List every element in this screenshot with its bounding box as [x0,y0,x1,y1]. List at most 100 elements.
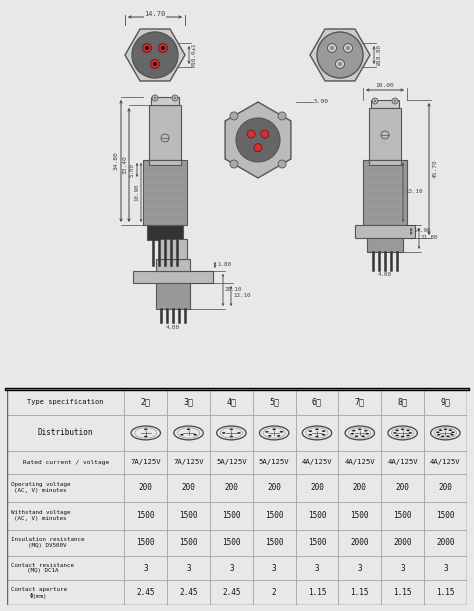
Circle shape [352,430,356,431]
Circle shape [143,43,152,53]
Text: 21.80: 21.80 [421,235,438,241]
Text: 5芯: 5芯 [269,397,279,406]
Circle shape [401,436,404,437]
Text: 5.00: 5.00 [130,163,135,177]
Circle shape [247,130,255,138]
Text: 3: 3 [443,563,448,573]
Text: 1500: 1500 [179,538,198,547]
Text: Insulation resistance
(MQ) DV500V: Insulation resistance (MQ) DV500V [11,538,84,548]
Bar [147,225,183,240]
Text: 2000: 2000 [393,538,412,547]
Circle shape [401,428,404,430]
Text: 4A/125V: 4A/125V [387,459,418,465]
Circle shape [330,46,334,50]
Circle shape [322,434,325,436]
Circle shape [144,436,147,437]
Circle shape [394,100,396,102]
Text: Withstand voltage
(AC, V) minutes: Withstand voltage (AC, V) minutes [11,510,70,521]
Circle shape [154,97,156,99]
Circle shape [361,436,365,437]
Bar [149,160,181,165]
Text: 20.10: 20.10 [225,287,243,293]
Text: 3芯: 3芯 [183,397,193,406]
Text: Contact resistance
(MQ) DC1A: Contact resistance (MQ) DC1A [11,563,74,573]
Text: 1500: 1500 [222,538,241,547]
Circle shape [309,430,312,432]
Circle shape [372,98,378,104]
Text: Ø18.80: Ø18.80 [377,45,382,65]
Circle shape [132,32,178,78]
Circle shape [151,59,159,68]
Text: 200: 200 [438,483,452,492]
Circle shape [152,95,158,101]
Text: 10.90: 10.90 [134,183,139,201]
Text: 200: 200 [353,483,367,492]
Text: 13.10: 13.10 [233,293,250,298]
Text: 8芯: 8芯 [398,397,408,406]
Circle shape [448,430,452,431]
Circle shape [451,431,455,433]
Text: 14.70: 14.70 [145,11,165,17]
Circle shape [278,112,286,120]
Circle shape [268,435,272,437]
Circle shape [145,46,149,50]
Text: 2000: 2000 [436,538,455,547]
Text: 3: 3 [186,563,191,573]
Text: 7A/125V: 7A/125V [130,459,161,465]
Text: 200: 200 [224,483,238,492]
Text: 33.40: 33.40 [122,156,128,174]
Text: 6芯: 6芯 [312,397,322,406]
Text: 200: 200 [310,483,324,492]
Circle shape [315,436,319,437]
Text: 13.10: 13.10 [405,189,422,194]
Circle shape [409,432,412,434]
Text: 1500: 1500 [265,538,283,547]
Text: 2.45: 2.45 [179,588,198,597]
Bar [363,160,407,225]
Text: 1.15: 1.15 [436,588,455,597]
Text: 4.00: 4.00 [378,272,392,277]
Bar [149,105,181,160]
Circle shape [439,430,442,431]
Circle shape [229,436,233,437]
Bar [133,271,213,283]
Polygon shape [225,102,291,178]
Text: 1.15: 1.15 [393,588,412,597]
Circle shape [230,112,238,120]
Bar [355,225,415,238]
Circle shape [395,434,399,436]
Text: Contact aperture
Φ(mm): Contact aperture Φ(mm) [11,587,67,599]
Text: 200: 200 [139,483,153,492]
Circle shape [393,432,397,434]
Circle shape [450,434,454,436]
Circle shape [222,432,226,434]
Circle shape [153,62,157,66]
Text: 1.80: 1.80 [217,263,231,268]
Text: Distribution: Distribution [38,428,93,437]
Circle shape [254,144,262,152]
Text: 34.80: 34.80 [113,152,118,170]
Bar [371,100,399,108]
Circle shape [358,428,362,430]
Text: 200: 200 [267,483,281,492]
Circle shape [172,95,178,101]
Circle shape [322,430,325,432]
Circle shape [392,98,398,104]
Text: 14.90: 14.90 [413,229,430,233]
Circle shape [230,160,238,168]
Circle shape [395,430,399,431]
Text: Type specification: Type specification [27,398,104,404]
Circle shape [158,43,167,53]
Circle shape [237,432,241,434]
Text: 3: 3 [229,563,234,573]
Circle shape [229,428,233,430]
Circle shape [309,434,312,436]
Text: 4A/125V: 4A/125V [345,459,375,465]
Circle shape [278,160,286,168]
Text: 1500: 1500 [222,511,241,521]
Text: 3: 3 [144,563,148,573]
Text: 3: 3 [315,563,319,573]
Circle shape [174,97,176,99]
Text: 3: 3 [400,563,405,573]
Circle shape [277,435,281,437]
